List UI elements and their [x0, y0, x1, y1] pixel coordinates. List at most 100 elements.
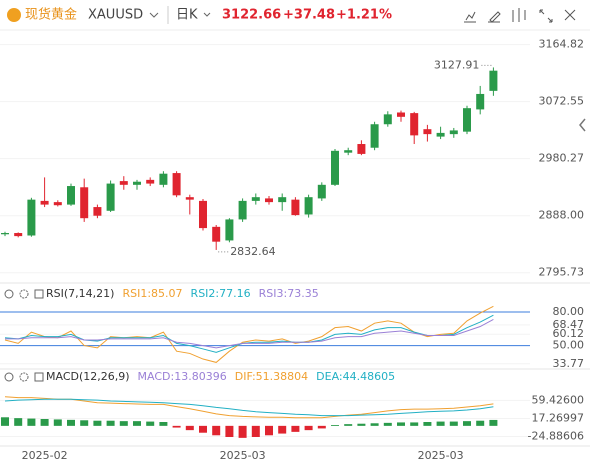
legend-separator: :	[171, 370, 175, 383]
candle-body	[304, 197, 313, 215]
histogram-bar	[265, 425, 273, 436]
grid-icon	[34, 289, 44, 299]
fullscreen-icon[interactable]	[539, 9, 553, 23]
candle-body	[357, 144, 366, 154]
histogram-bar	[133, 421, 141, 426]
x-tick-label: 2025-02	[22, 449, 68, 462]
candle-body	[225, 219, 234, 241]
indicator-icon[interactable]	[464, 11, 476, 23]
indicator-legend: RSI(7,14,21) RSI1:85.07 RSI2:77.16 RSI3:73.…	[46, 287, 319, 300]
legend-name: RSI1	[122, 287, 147, 300]
low-label: 2832.64	[230, 245, 276, 258]
legend-separator: :	[252, 370, 256, 383]
histogram-bar	[304, 425, 313, 431]
legend-name: MACD	[138, 370, 171, 383]
candle-body	[251, 197, 260, 201]
histogram-bar	[93, 420, 102, 426]
legend-separator: :	[284, 287, 288, 300]
histogram-bar	[317, 425, 326, 429]
legend-value: 51.38804	[256, 370, 309, 383]
candle-body	[119, 181, 128, 185]
x-tick-label: 2025-03	[220, 449, 266, 462]
candle-body	[463, 108, 471, 132]
legend-name: DEA	[316, 370, 339, 383]
visibility-icon[interactable]	[4, 289, 14, 299]
histogram-bar	[436, 421, 445, 426]
histogram-bar	[14, 418, 23, 426]
histogram-bar	[225, 425, 234, 437]
histogram-bar	[397, 422, 405, 426]
toolbar	[464, 8, 576, 23]
histogram-bar	[291, 425, 300, 432]
draw-icon[interactable]	[488, 11, 501, 23]
histogram-bar	[1, 417, 9, 426]
histogram-bar	[251, 425, 260, 437]
histogram-bar	[80, 420, 89, 426]
histogram-bar	[172, 425, 181, 428]
legend-name: RSI2	[191, 287, 216, 300]
indicator-line	[4, 398, 494, 417]
histogram-bar	[449, 421, 458, 426]
candle-body	[14, 233, 23, 237]
histogram-bar	[344, 424, 353, 426]
candle-body	[80, 187, 89, 219]
dropdown-icon[interactable]	[203, 12, 211, 17]
legend-separator: :	[339, 370, 343, 383]
histogram-bar	[410, 422, 419, 426]
histogram-bar	[146, 421, 155, 426]
histogram-bar	[331, 425, 339, 426]
indicator-line	[4, 396, 494, 419]
grid-icon	[34, 372, 44, 382]
last-price: 3122.66	[222, 8, 281, 23]
indicator-title: MACD(12,26,9)	[46, 370, 130, 383]
price-change: +37.48	[283, 8, 335, 23]
candle-body	[93, 207, 102, 216]
y-tick-label: 17.26997	[532, 411, 585, 424]
candle-body	[199, 200, 207, 229]
high-label: 3127.91	[434, 58, 480, 71]
candle-body	[212, 226, 221, 242]
histogram-bar	[106, 420, 115, 426]
symbol[interactable]: XAUUSD	[88, 8, 143, 23]
dropdown-icon[interactable]	[149, 12, 159, 18]
y-tick-label: 2980.27	[539, 152, 585, 165]
candle-body	[370, 124, 379, 148]
collapse-button[interactable]	[579, 118, 586, 132]
candle-body	[489, 70, 498, 91]
candle-body	[449, 130, 458, 135]
candle-body	[133, 181, 141, 185]
legend-separator: :	[215, 287, 219, 300]
settings-icon[interactable]	[19, 372, 29, 382]
histogram-bar	[357, 423, 366, 426]
candle-body	[27, 199, 36, 236]
candle-body	[317, 184, 326, 199]
candle-body	[53, 202, 62, 206]
candle-body	[344, 150, 353, 153]
indicator-line	[4, 305, 494, 363]
y-tick-label: 80.00	[553, 305, 585, 318]
legend-value: 77.16	[219, 287, 251, 300]
legend-value: 73.35	[287, 287, 319, 300]
candle-body	[106, 183, 115, 211]
legend-value: 13.80396	[174, 370, 227, 383]
candle-body	[238, 200, 247, 220]
legend-separator: :	[147, 287, 151, 300]
price-change-pct: +1.21%	[336, 8, 392, 23]
histogram-bar	[489, 419, 498, 426]
indicator-line	[5, 318, 494, 349]
close-icon[interactable]	[564, 9, 576, 21]
candle-icon[interactable]	[512, 8, 526, 22]
visibility-icon[interactable]	[4, 372, 14, 382]
settings-icon[interactable]	[19, 289, 29, 299]
y-tick-label: 33.77	[553, 357, 585, 370]
x-tick-label: 2025-03	[418, 449, 464, 462]
legend-name: RSI3	[259, 287, 284, 300]
y-tick-label: 59.42600	[532, 393, 585, 406]
histogram-bar	[199, 425, 207, 433]
candle-body	[410, 113, 419, 136]
legend-name: DIF	[235, 370, 253, 383]
candle-body	[423, 129, 432, 135]
histogram-bar	[159, 422, 168, 426]
period[interactable]: 日K	[176, 8, 198, 23]
